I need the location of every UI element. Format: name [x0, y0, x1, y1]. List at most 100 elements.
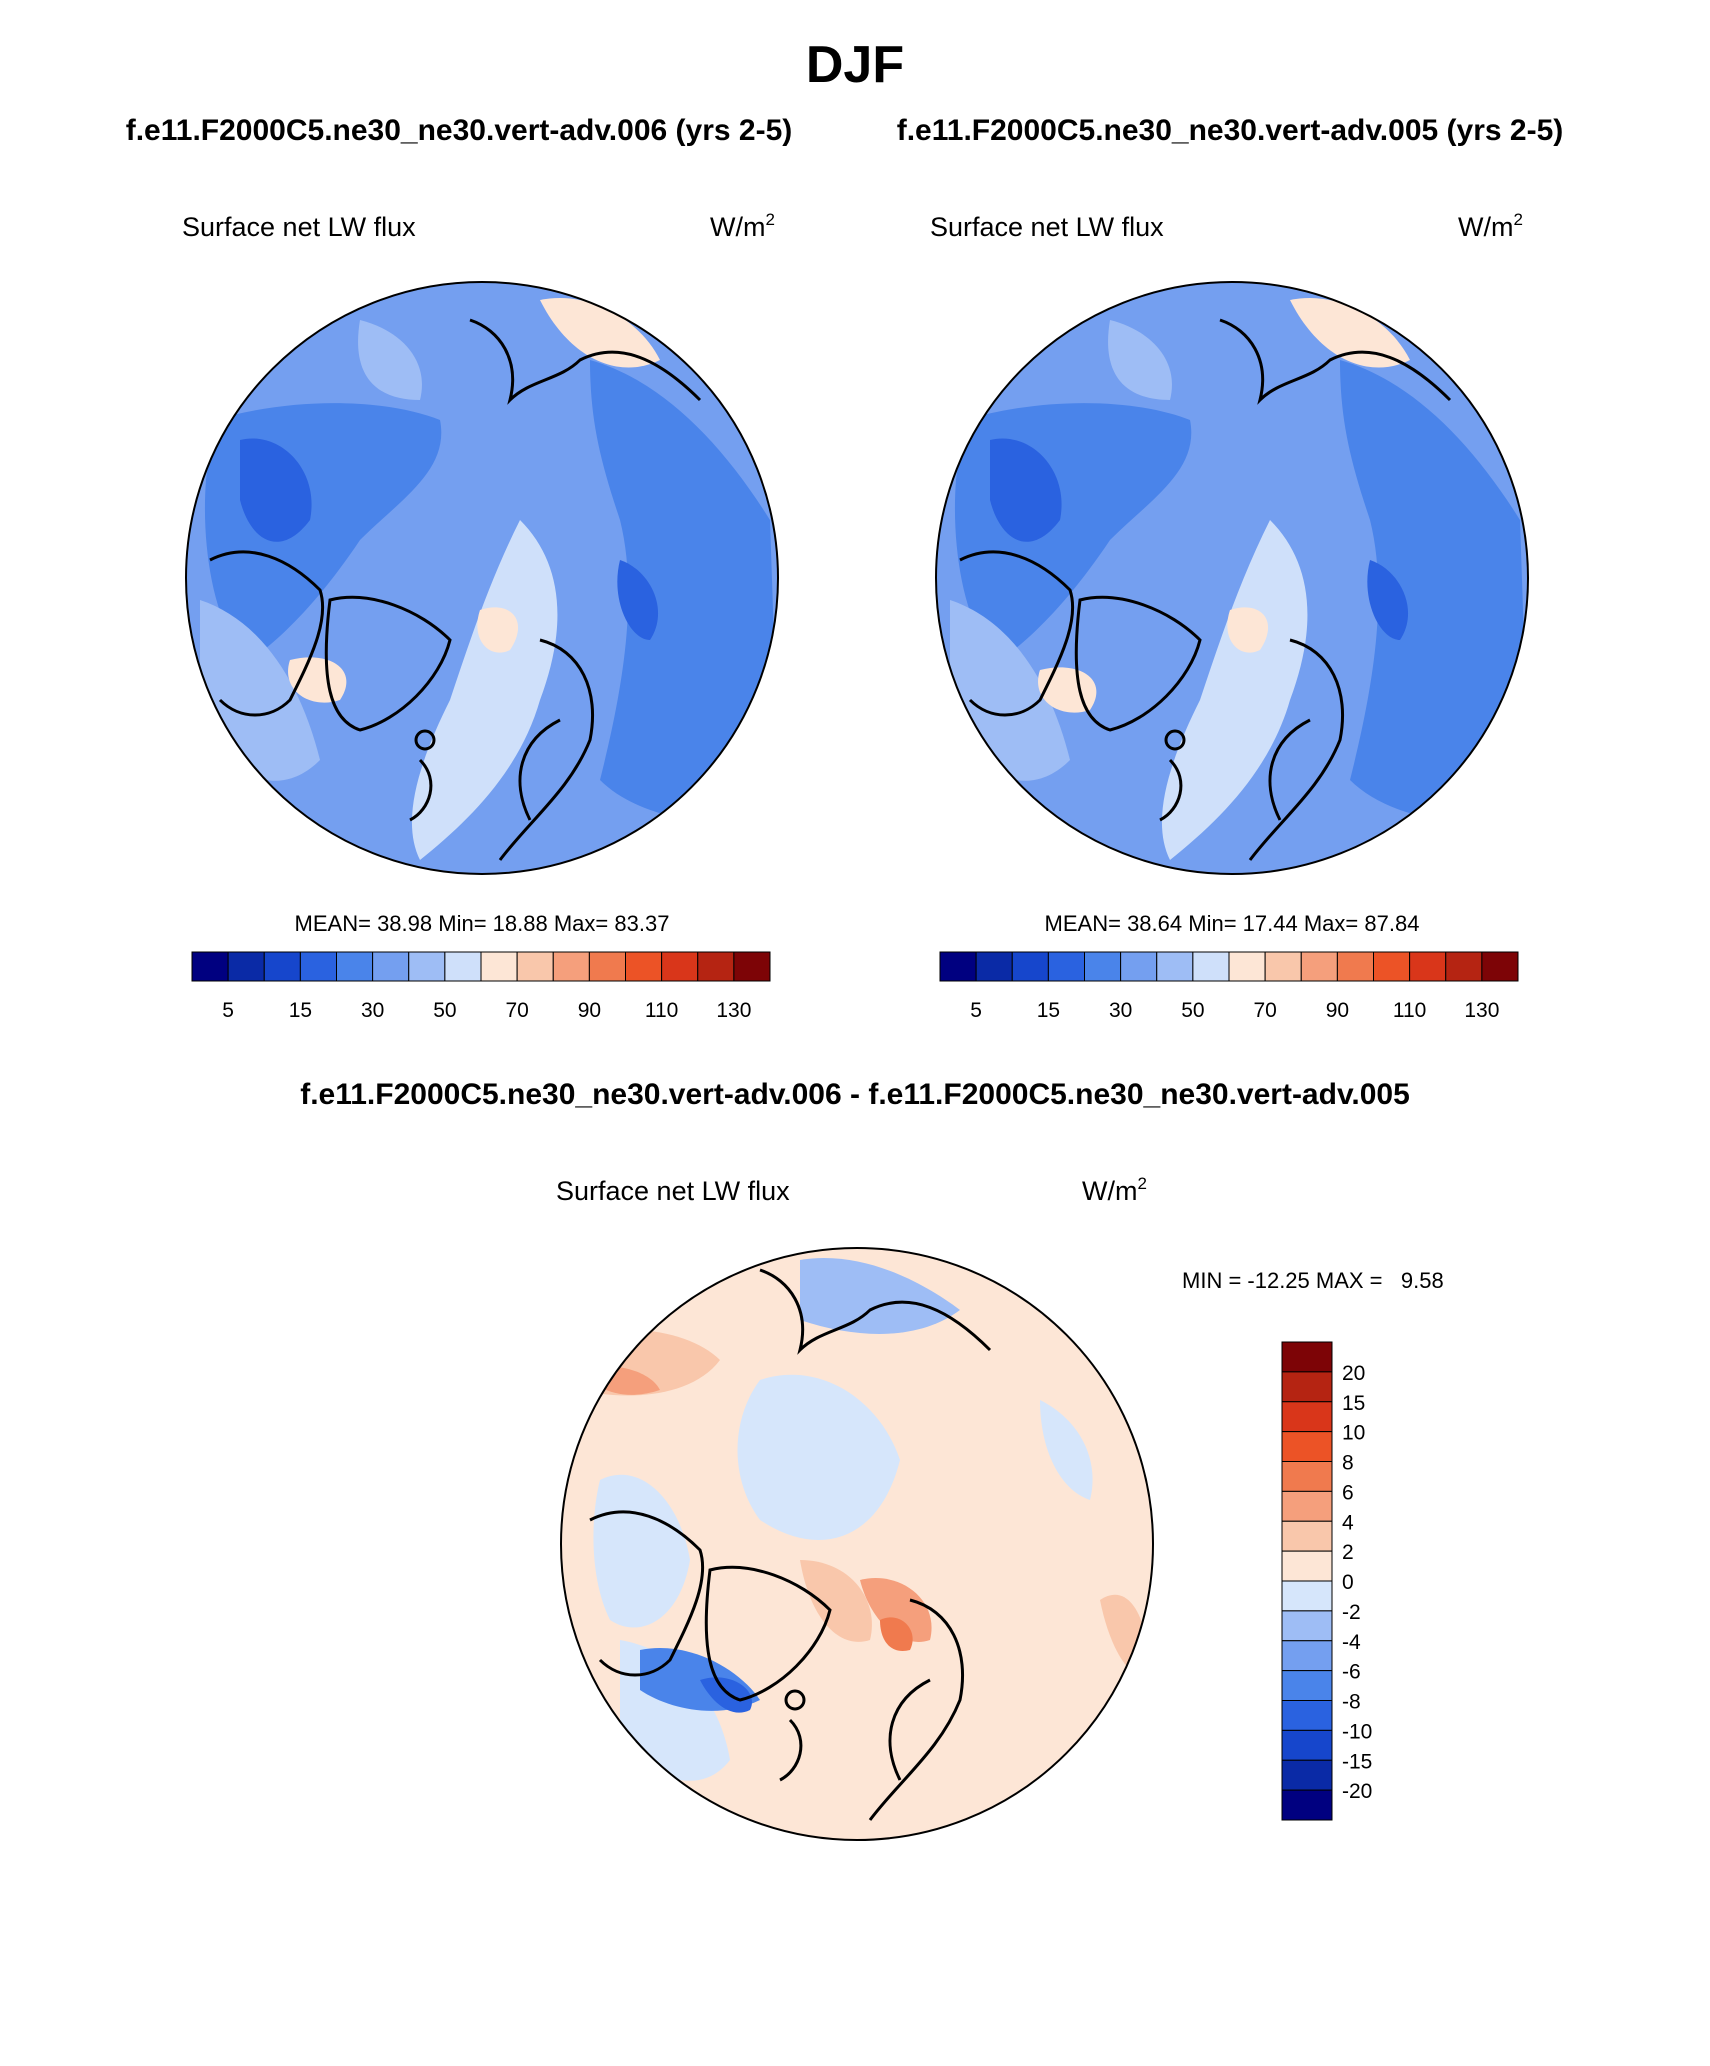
panel-c-colorbar-box: [1281, 1759, 1333, 1791]
panel-c-colorbar-box: [1281, 1431, 1333, 1462]
panel-b-colorbar-box: [1445, 951, 1483, 982]
panel-b-map: [936, 282, 1528, 874]
panel-a-colorbar-box: [263, 951, 301, 982]
panel-b-colorbar-tick-label: 70: [1253, 999, 1276, 1022]
panel-a-colorbar: 5 15 30 50 70 90 110 130: [191, 951, 771, 1022]
panel-c-stats: MIN = -12.25 MAX = 9.58: [1182, 1268, 1444, 1293]
panel-b-colorbar-box: [1084, 951, 1122, 982]
panel-c-colorbar-tick-label: -4: [1342, 1631, 1361, 1654]
panel-a-colorbar-box: [625, 951, 663, 982]
panel-c-colorbar-tick-label: 15: [1342, 1392, 1365, 1415]
panel-c-coastlines: [589, 1268, 992, 1821]
panel-c-border: [560, 1247, 1154, 1841]
panel-b-header: f.e11.F2000C5.ne30_ne30.vert-adv.005 (yr…: [897, 114, 1564, 147]
panel-c-colorbar-box: [1281, 1401, 1333, 1433]
panel-a-colorbar-box: [661, 951, 699, 982]
panel-c-colorbar-box: [1281, 1341, 1333, 1373]
panel-c-colorbar-tick-label: 20: [1342, 1362, 1365, 1385]
panel-a-colorbar-tick-label: 90: [578, 999, 601, 1022]
panel-a-map: [186, 282, 778, 874]
panel-c-colorbar-box: [1281, 1610, 1333, 1642]
panel-c-colorbar-tick-label: 4: [1342, 1511, 1354, 1534]
panel-a-colorbar-box: [480, 951, 518, 982]
panel-a-stats: MEAN= 38.98 Min= 18.88 Max= 83.37: [295, 911, 670, 936]
panel-b-colorbar-box: [1481, 951, 1519, 982]
panel-b-border: [935, 281, 1529, 875]
panel-c-colorbar-tick-label: 8: [1342, 1452, 1354, 1475]
panel-a-colorbar-tick-label: 5: [222, 999, 234, 1022]
panel-a-colorbar-tick-label: 50: [433, 999, 456, 1022]
panel-a-colorbar-tick-label: 110: [645, 999, 678, 1022]
panel-b-colorbar-tick-label: 15: [1037, 999, 1060, 1022]
panel-b-colorbar-box: [1120, 951, 1158, 982]
panel-a-colorbar-box: [697, 951, 735, 982]
panel-c-colorbar-box: [1281, 1371, 1333, 1403]
panel-b-colorbar-tick-label: 90: [1326, 999, 1349, 1022]
panel-a-colorbar-box: [516, 951, 554, 982]
panel-c-colorbar-box: [1281, 1520, 1333, 1552]
panel-a-colorbar-box: [444, 951, 482, 982]
diff-header: f.e11.F2000C5.ne30_ne30.vert-adv.006 - f…: [300, 1078, 1410, 1111]
panel-c-colorbar-tick-label: -20: [1342, 1780, 1372, 1803]
panel-b-units: W/m2: [1458, 210, 1523, 242]
panel-a-colorbar-box: [588, 951, 626, 982]
panel-a-colorbar-box: [299, 951, 337, 982]
panel-b-colorbar-box: [1264, 951, 1302, 982]
panel-a-header: f.e11.F2000C5.ne30_ne30.vert-adv.006 (yr…: [126, 114, 793, 147]
panel-b-colorbar-box: [1300, 951, 1338, 982]
panel-c-colorbar-box: [1281, 1550, 1333, 1582]
panel-a-colorbar-box: [336, 951, 374, 982]
panel-b-colorbar-box: [1373, 951, 1411, 982]
panel-b-colorbar-tick-label: 50: [1181, 999, 1204, 1022]
panel-c-variable: Surface net LW flux: [556, 1176, 790, 1206]
panel-b-colorbar-tick-label: 5: [970, 999, 982, 1022]
panel-c-colorbar-tick-label: 6: [1342, 1481, 1354, 1504]
panel-c-colorbar-box: [1281, 1580, 1333, 1612]
panel-b-variable: Surface net LW flux: [930, 212, 1164, 242]
panel-a-colorbar-box: [227, 951, 265, 982]
panel-a-colorbar-tick-label: 15: [289, 999, 312, 1022]
panel-b-colorbar-box: [1011, 951, 1049, 982]
panel-a-colorbar-box: [372, 951, 410, 982]
panel-a-coastlines: [209, 318, 702, 861]
panel-b-colorbar-box: [975, 951, 1013, 982]
panel-b-colorbar-tick-label: 130: [1464, 999, 1499, 1022]
panel-c-colorbar-tick-label: -6: [1342, 1661, 1361, 1684]
panel-b-colorbar: 5 15 30 50 70 90 110 130: [939, 951, 1519, 1022]
panel-b-colorbar-tick-label: 110: [1393, 999, 1426, 1022]
panel-c-colorbar-tick-label: -2: [1342, 1601, 1361, 1624]
panel-b-colorbar-box: [1228, 951, 1266, 982]
panel-a-colorbar-box: [552, 951, 590, 982]
panel-b-colorbar-box: [1192, 951, 1230, 982]
panel-c-colorbar-tick-label: -10: [1342, 1720, 1372, 1743]
figure-title: DJF: [806, 36, 904, 94]
panel-b-colorbar-box: [1336, 951, 1374, 982]
panel-c-colorbar-box: [1281, 1729, 1333, 1761]
panel-c-colorbar-box: [1281, 1640, 1333, 1672]
panel-b-colorbar-box: [939, 951, 977, 982]
panel-b-coastlines: [959, 318, 1452, 861]
panel-c-colorbar-box: [1281, 1789, 1333, 1821]
panel-c-colorbar-tick-label: -8: [1342, 1691, 1361, 1714]
panel-c-colorbar-box: [1281, 1670, 1333, 1701]
panel-b-colorbar-tick-label: 30: [1109, 999, 1132, 1022]
panel-b-colorbar-box: [1156, 951, 1194, 982]
panel-a-colorbar-tick-label: 30: [361, 999, 384, 1022]
panel-a-colorbar-tick-label: 130: [716, 999, 751, 1022]
panel-b-colorbar-box: [1409, 951, 1447, 982]
panel-a-colorbar-box: [733, 951, 771, 982]
panel-a-colorbar-tick-label: 70: [505, 999, 528, 1022]
panel-b: Surface net LW flux W/m2: [930, 210, 1529, 1022]
panel-a-variable: Surface net LW flux: [182, 212, 416, 242]
panel-b-colorbar-box: [1047, 951, 1085, 982]
panel-a: Surface net LW flux W/m2: [182, 210, 779, 1022]
panel-c-colorbar-tick-label: -15: [1342, 1750, 1372, 1773]
panel-a-units: W/m2: [710, 210, 775, 242]
panel-a-border: [185, 281, 779, 875]
panel-c-map: [561, 1248, 1153, 1840]
panel-a-colorbar-box: [191, 951, 229, 982]
panel-c-colorbar-box: [1281, 1461, 1333, 1492]
panel-c-colorbar-box: [1281, 1490, 1333, 1522]
panel-c-colorbar-box: [1281, 1700, 1333, 1731]
